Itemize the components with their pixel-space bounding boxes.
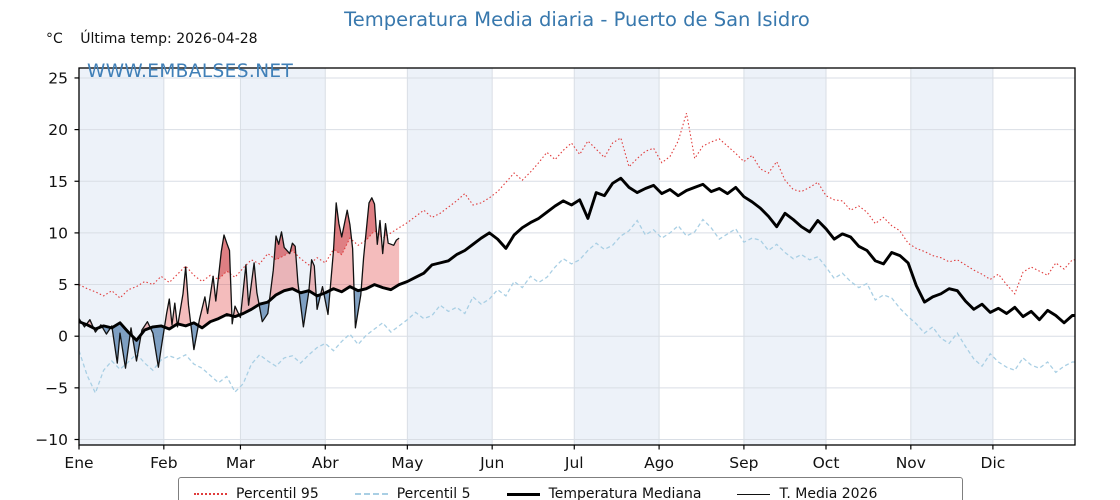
mediana-line	[78, 176, 1075, 342]
x-tick-label: Oct	[813, 454, 840, 472]
x-tick-label: Sep	[729, 454, 758, 472]
x-tick-label: May	[391, 454, 423, 472]
percentil5-line-sample	[354, 493, 388, 495]
legend-label: Percentil 95	[236, 486, 319, 500]
legend-label: T. Media 2026	[779, 486, 878, 500]
legend-item-percentil-95: Percentil 95	[194, 486, 319, 500]
x-tick-label: Mar	[226, 454, 256, 472]
mediana-line-sample	[506, 492, 540, 496]
y-tick-label: 0	[58, 328, 68, 346]
legend-item-mediana: Temperatura Mediana	[506, 486, 702, 500]
x-tick-label: Nov	[896, 454, 926, 472]
axis-labels: 25 20 15 10 5 0 −5 −10 Ene Feb Mar Abr May Jun Jul Ago S…	[35, 69, 1005, 472]
percentil95-line-sample	[194, 493, 227, 495]
y-axis-unit-label: °C	[46, 31, 63, 47]
y-tick-label: −5	[45, 379, 68, 397]
axis-ticks	[74, 77, 994, 450]
y-tick-label: −10	[35, 431, 68, 449]
legend-label: Percentil 5	[396, 486, 471, 500]
y-tick-label: 10	[48, 224, 68, 242]
watermark-text: WWW.EMBALSES.NET	[87, 61, 294, 82]
x-tick-label: Ene	[64, 454, 93, 472]
fill-2026-above-median	[79, 197, 400, 337]
legend-label: Temperatura Mediana	[548, 486, 702, 500]
media2026-line-sample	[737, 493, 771, 495]
media-2026-line	[78, 197, 400, 369]
chart-legend: Percentil 95 Percentil 5 Temperatura Med…	[178, 477, 963, 500]
x-tick-label: Jun	[479, 454, 504, 472]
y-tick-label: 5	[58, 276, 68, 294]
x-tick-label: Jul	[564, 454, 584, 472]
y-tick-label: 25	[48, 69, 68, 87]
chart-title: Temperatura Media diaria - Puerto de San…	[344, 8, 810, 31]
plot-border	[78, 67, 1076, 446]
y-tick-label: 15	[48, 173, 68, 191]
legend-item-media-2026: T. Media 2026	[737, 486, 877, 500]
last-temp-label: Última temp: 2026-04-28	[80, 31, 258, 47]
chart-subheader: °C Última temp: 2026-04-28	[46, 31, 258, 47]
gridlines	[79, 68, 1075, 445]
x-tick-label: Dic	[981, 454, 1006, 472]
x-tick-label: Feb	[150, 454, 177, 472]
x-tick-label: Abr	[312, 454, 339, 472]
y-tick-label: 20	[48, 121, 68, 139]
legend-item-percentil-5: Percentil 5	[354, 486, 471, 500]
x-tick-label: Ago	[644, 454, 674, 472]
month-bands	[79, 68, 993, 445]
